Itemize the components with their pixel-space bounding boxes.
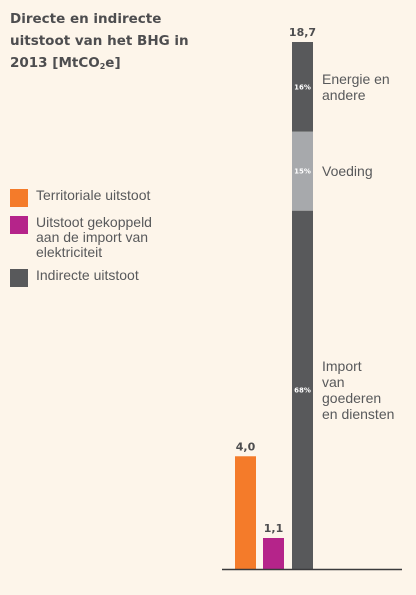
title-line-1: Directe en indirecte xyxy=(10,11,162,27)
bar-value-label: 4,0 xyxy=(236,440,256,453)
legend-item: Territoriale uitstoot xyxy=(10,188,210,207)
legend-label: Uitstoot gekoppeld aan de import van elekt… xyxy=(36,214,152,260)
bar-segment xyxy=(292,131,313,211)
bar-value-label: 18,7 xyxy=(289,26,316,39)
title-line-3: 2013 [MtCO2e] xyxy=(10,55,121,71)
legend-swatch xyxy=(10,216,28,234)
segment-share-label: 15% xyxy=(294,168,311,176)
legend-label: Territoriale uitstoot xyxy=(36,187,151,203)
legend-swatch xyxy=(10,189,28,207)
chart-title: Directe en indirecte uitstoot van het BH… xyxy=(10,8,220,78)
segment-annotation: Energie en xyxy=(322,71,390,87)
legend-swatch xyxy=(10,269,28,287)
segment-annotation: andere xyxy=(322,87,366,103)
segment-annotation: goederen xyxy=(322,390,381,406)
segment-annotation: en diensten xyxy=(322,406,394,422)
legend-label: Indirecte uitstoot xyxy=(36,267,139,283)
bar xyxy=(263,538,284,569)
segment-share-label: 68% xyxy=(294,386,311,394)
segment-annotation: Import xyxy=(322,358,362,374)
chart-legend: Territoriale uitstoot Uitstoot gekoppeld a… xyxy=(10,188,210,295)
legend-item: Uitstoot gekoppeld aan de import van elekt… xyxy=(10,215,210,260)
segment-annotation: Voeding xyxy=(322,163,373,179)
bar-segment xyxy=(292,210,313,569)
segment-annotation: van xyxy=(322,374,345,390)
segment-share-label: 16% xyxy=(294,83,311,91)
title-line-2: uitstoot van het BHG in xyxy=(10,33,189,49)
bar xyxy=(235,456,256,569)
bar-value-label: 1,1 xyxy=(264,522,284,535)
bar-segment xyxy=(292,42,313,132)
legend-item: Indirecte uitstoot xyxy=(10,268,210,287)
